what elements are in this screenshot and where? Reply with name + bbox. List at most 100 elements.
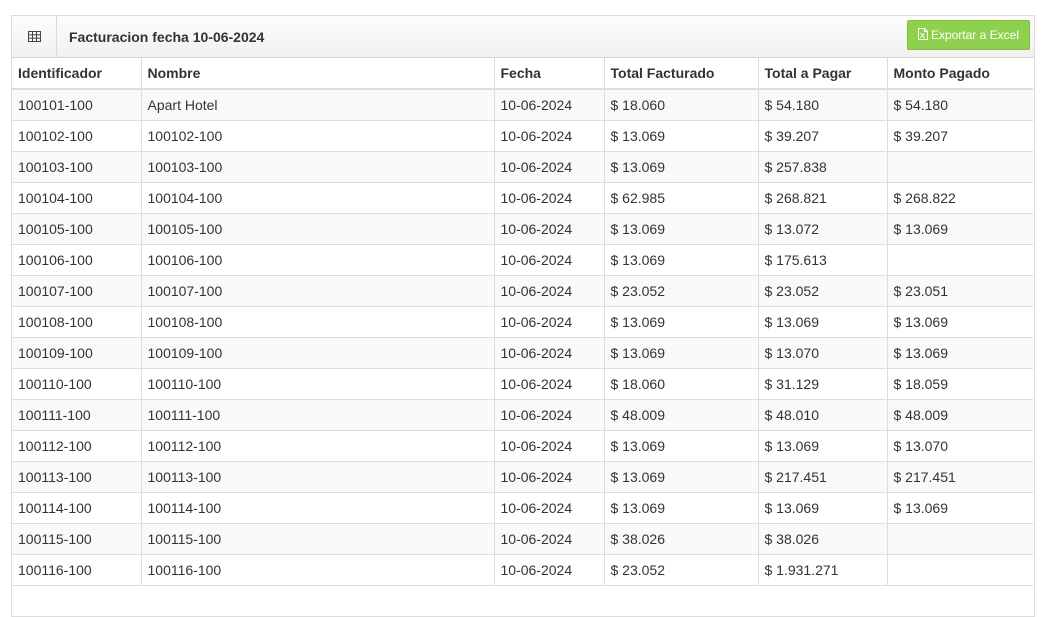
cell-col-nombre: 100104-100 [140, 182, 495, 214]
cell-col-fecha: 10-06-2024 [493, 213, 605, 245]
cell-col-total-a-pagar: $ 268.821 [757, 182, 888, 214]
cell-col-identificador: 100109-100 [12, 337, 142, 369]
cell-col-fecha: 10-06-2024 [493, 120, 605, 152]
cell-col-total-a-pagar: $ 1.931.271 [757, 554, 888, 586]
cell-col-fecha: 10-06-2024 [493, 337, 605, 369]
cell-col-monto-pagado: $ 39.207 [886, 120, 1033, 152]
cell-col-monto-pagado [886, 244, 1033, 276]
cell-col-fecha: 10-06-2024 [493, 182, 605, 214]
cell-col-total-a-pagar: $ 217.451 [757, 461, 888, 493]
header-col-monto-pagado[interactable]: Monto Pagado [886, 58, 1033, 90]
cell-col-total-a-pagar: $ 13.069 [757, 306, 888, 338]
header-col-fecha[interactable]: Fecha [493, 58, 605, 90]
cell-col-total-facturado: $ 38.026 [603, 523, 759, 555]
cell-col-total-a-pagar: $ 38.026 [757, 523, 888, 555]
cell-col-total-facturado: $ 13.069 [603, 461, 759, 493]
cell-col-total-facturado: $ 13.069 [603, 151, 759, 183]
cell-col-fecha: 10-06-2024 [493, 88, 605, 121]
cell-col-total-a-pagar: $ 257.838 [757, 151, 888, 183]
cell-col-nombre: 100113-100 [140, 461, 495, 493]
table-row[interactable]: 100105-100 100105-100 10-06-2024 $ 13.069 $ … [12, 213, 1033, 245]
table-row[interactable]: 100111-100 100111-100 10-06-2024 $ 48.009 $ … [12, 399, 1033, 431]
table-row[interactable]: 100106-100 100106-100 10-06-2024 $ 13.069 $ … [12, 244, 1033, 276]
cell-col-identificador: 100105-100 [12, 213, 142, 245]
cell-col-monto-pagado: $ 268.822 [886, 182, 1033, 214]
cell-col-total-a-pagar: $ 48.010 [757, 399, 888, 431]
cell-col-fecha: 10-06-2024 [493, 151, 605, 183]
cell-col-total-facturado: $ 13.069 [603, 492, 759, 524]
cell-col-total-facturado: $ 62.985 [603, 182, 759, 214]
cell-col-total-facturado: $ 13.069 [603, 337, 759, 369]
cell-col-monto-pagado: $ 13.069 [886, 492, 1033, 524]
cell-col-monto-pagado: $ 18.059 [886, 368, 1033, 400]
table-row[interactable]: 100107-100 100107-100 10-06-2024 $ 23.052 $ … [12, 275, 1033, 307]
table-row[interactable]: 100109-100 100109-100 10-06-2024 $ 13.069 $ … [12, 337, 1033, 369]
cell-col-fecha: 10-06-2024 [493, 306, 605, 338]
cell-col-nombre: 100103-100 [140, 151, 495, 183]
cell-col-identificador: 100116-100 [12, 554, 142, 586]
cell-col-monto-pagado: $ 13.069 [886, 337, 1033, 369]
table-row[interactable]: 100112-100 100112-100 10-06-2024 $ 13.069 $ … [12, 430, 1033, 462]
cell-col-identificador: 100110-100 [12, 368, 142, 400]
cell-col-identificador: 100115-100 [12, 523, 142, 555]
cell-col-identificador: 100114-100 [12, 492, 142, 524]
table-row[interactable]: 100102-100 100102-100 10-06-2024 $ 13.069 $ … [12, 120, 1033, 152]
table-row[interactable]: 100115-100 100115-100 10-06-2024 $ 38.026 $ … [12, 523, 1033, 555]
cell-col-nombre: 100106-100 [140, 244, 495, 276]
cell-col-monto-pagado [886, 151, 1033, 183]
cell-col-fecha: 10-06-2024 [493, 399, 605, 431]
cell-col-total-facturado: $ 13.069 [603, 213, 759, 245]
export-excel-button[interactable]: Exportar a Excel [906, 20, 1030, 50]
cell-col-nombre: 100108-100 [140, 306, 495, 338]
cell-col-nombre: 100105-100 [140, 213, 495, 245]
header-col-total-facturado[interactable]: Total Facturado [603, 58, 759, 90]
cell-col-monto-pagado: $ 13.069 [886, 213, 1033, 245]
cell-col-total-a-pagar: $ 39.207 [757, 120, 888, 152]
table-row[interactable]: 100104-100 100104-100 10-06-2024 $ 62.985 $ … [12, 182, 1033, 214]
cell-col-monto-pagado: $ 13.070 [886, 430, 1033, 462]
cell-col-identificador: 100112-100 [12, 430, 142, 462]
cell-col-nombre: 100114-100 [140, 492, 495, 524]
table-row[interactable]: 100108-100 100108-100 10-06-2024 $ 13.069 $ … [12, 306, 1033, 338]
table-row[interactable]: 100116-100 100116-100 10-06-2024 $ 23.052 $ … [12, 554, 1033, 586]
cell-col-total-facturado: $ 13.069 [603, 244, 759, 276]
cell-col-nombre: 100112-100 [140, 430, 495, 462]
table-row[interactable]: 100113-100 100113-100 10-06-2024 $ 13.069 $ … [12, 461, 1033, 493]
cell-col-fecha: 10-06-2024 [493, 368, 605, 400]
cell-col-total-a-pagar: $ 13.069 [757, 430, 888, 462]
cell-col-total-a-pagar: $ 13.069 [757, 492, 888, 524]
cell-col-total-facturado: $ 13.069 [603, 120, 759, 152]
excel-file-icon [917, 27, 928, 43]
cell-col-fecha: 10-06-2024 [493, 430, 605, 462]
header-col-identificador[interactable]: Identificador [12, 58, 142, 90]
cell-col-nombre: 100111-100 [140, 399, 495, 431]
cell-col-total-facturado: $ 13.069 [603, 306, 759, 338]
header-col-total-a-pagar[interactable]: Total a Pagar [757, 58, 888, 90]
cell-col-fecha: 10-06-2024 [493, 523, 605, 555]
table-row[interactable]: 100110-100 100110-100 10-06-2024 $ 18.060 $ … [12, 368, 1033, 400]
cell-col-monto-pagado: $ 217.451 [886, 461, 1033, 493]
cell-col-nombre: 100116-100 [140, 554, 495, 586]
header-col-nombre[interactable]: Nombre [140, 58, 495, 90]
cell-col-fecha: 10-06-2024 [493, 492, 605, 524]
cell-col-total-a-pagar: $ 175.613 [757, 244, 888, 276]
cell-col-total-facturado: $ 18.060 [603, 88, 759, 121]
cell-col-nombre: 100102-100 [140, 120, 495, 152]
cell-col-identificador: 100103-100 [12, 151, 142, 183]
cell-col-monto-pagado: $ 23.051 [886, 275, 1033, 307]
table-icon [12, 16, 57, 57]
cell-col-identificador: 100106-100 [12, 244, 142, 276]
cell-col-nombre: 100109-100 [140, 337, 495, 369]
cell-col-identificador: 100107-100 [12, 275, 142, 307]
cell-col-total-a-pagar: $ 54.180 [757, 88, 888, 121]
cell-col-identificador: 100104-100 [12, 182, 142, 214]
table-row[interactable]: 100101-100 Apart Hotel 10-06-2024 $ 18.060 $… [12, 88, 1033, 121]
table-header-row: Identificador Nombre Fecha Total Facturado T… [12, 58, 1033, 90]
table-row[interactable]: 100114-100 100114-100 10-06-2024 $ 13.069 $ … [12, 492, 1033, 524]
cell-col-total-facturado: $ 18.060 [603, 368, 759, 400]
table-row[interactable]: 100103-100 100103-100 10-06-2024 $ 13.069 $ … [12, 151, 1033, 183]
cell-col-nombre: 100110-100 [140, 368, 495, 400]
cell-col-nombre: 100115-100 [140, 523, 495, 555]
cell-col-nombre: 100107-100 [140, 275, 495, 307]
cell-col-total-facturado: $ 23.052 [603, 275, 759, 307]
